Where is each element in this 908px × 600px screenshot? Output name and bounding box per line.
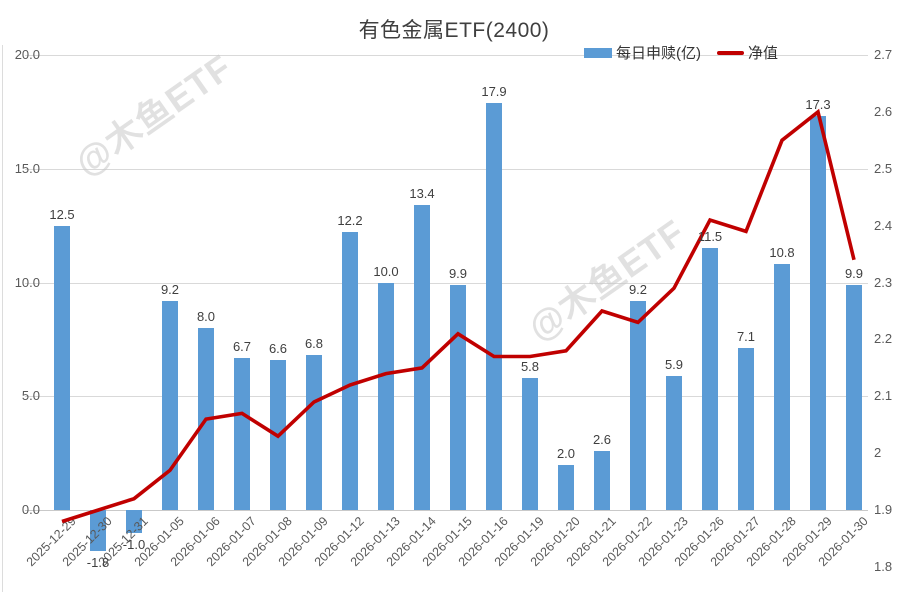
watermark: @木鱼ETF [67, 46, 240, 184]
bar [702, 248, 718, 510]
legend-bar-swatch-icon [584, 47, 612, 58]
bar [738, 348, 754, 510]
legend-line-swatch-icon [717, 50, 744, 55]
bar [414, 205, 430, 510]
legend-item-nav: 净值 [717, 42, 778, 63]
legend: 每日申赎(亿) 净值 [584, 42, 778, 63]
right-axis-tick-label: 2.4 [874, 217, 893, 233]
gridline [25, 168, 868, 170]
bar [846, 284, 862, 510]
left-axis-line [2, 45, 3, 592]
bar-value-label: 9.2 [628, 281, 648, 297]
bar [198, 328, 214, 510]
bar-value-label: 12.5 [49, 206, 75, 222]
bar [378, 282, 394, 510]
bar-value-label: 10.0 [373, 263, 399, 279]
bar [630, 300, 646, 510]
bar [450, 284, 466, 510]
right-axis-tick-label: 2.2 [874, 331, 893, 347]
left-axis-tick-label: 0.0 [21, 502, 40, 517]
bar-value-label: 9.2 [160, 281, 180, 297]
right-axis-tick-label: 2.5 [874, 160, 893, 176]
bar [558, 464, 574, 510]
legend-nav-label: 净值 [748, 45, 779, 62]
chart-title: 有色金属ETF(2400) [358, 19, 550, 42]
left-axis-tick-label: 20.0 [14, 47, 40, 62]
left-axis-tick-label: 5.0 [21, 388, 40, 404]
bar-value-label: 11.5 [697, 229, 723, 245]
bar-value-label: 2.0 [556, 445, 576, 461]
bar-value-label: 5.8 [520, 359, 540, 375]
bar [54, 225, 70, 510]
bar [270, 359, 286, 510]
bar-value-label: 12.2 [337, 213, 363, 229]
right-axis-tick-label: 2 [874, 445, 882, 461]
bar-value-label: 2.6 [592, 431, 612, 447]
gridline [25, 55, 868, 56]
right-axis-tick-label: 2.7 [874, 47, 893, 62]
bar [594, 450, 610, 510]
left-axis-tick-label: 10.0 [14, 274, 40, 290]
bar [810, 116, 826, 510]
bar [774, 264, 790, 510]
legend-item-daily-flow: 每日申赎(亿) [584, 42, 701, 63]
bar-value-label: 9.9 [844, 265, 864, 281]
right-axis-tick-label: 2.6 [874, 103, 893, 119]
bar [342, 232, 358, 510]
right-axis-tick-label: 2.3 [874, 274, 893, 290]
bar [234, 357, 250, 510]
legend-daily-flow-label: 每日申赎(亿) [616, 45, 701, 62]
bar-value-label: 17.3 [805, 97, 831, 113]
bar [162, 300, 178, 510]
bar [522, 378, 538, 510]
bar-value-label: 8.0 [196, 309, 216, 324]
bar-value-label: 17.9 [481, 83, 507, 99]
bar-value-label: 13.4 [409, 186, 435, 202]
bar-value-label: 7.1 [736, 329, 756, 345]
bar-value-label: -1.8 [86, 554, 110, 570]
bar-value-label: 6.8 [304, 336, 324, 352]
bar [666, 375, 682, 510]
bar [306, 355, 322, 510]
bar-value-label: 10.8 [769, 245, 795, 261]
right-axis-tick-label: 1.8 [874, 559, 893, 574]
bar-value-label: 5.9 [664, 356, 684, 372]
right-axis-tick-label: 2.1 [874, 388, 893, 404]
bar [486, 102, 502, 510]
right-axis-tick-label: 1.9 [874, 502, 893, 518]
bar-value-label: -1.0 [122, 536, 146, 552]
left-axis-tick-label: 15.0 [14, 160, 40, 176]
watermark: @木鱼ETF [520, 211, 693, 349]
bar-value-label: 9.9 [448, 265, 468, 281]
gridline [25, 510, 868, 511]
